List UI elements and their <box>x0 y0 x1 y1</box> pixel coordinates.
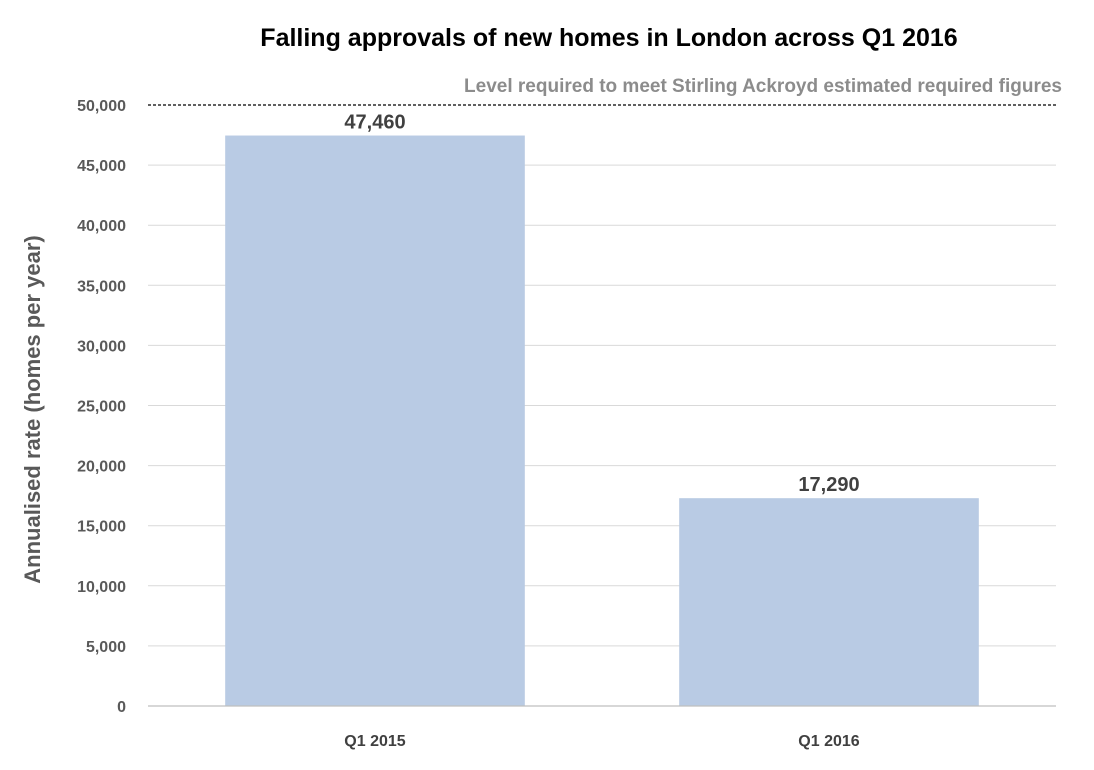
x-tick-label: Q1 2015 <box>344 733 405 750</box>
y-tick-label: 10,000 <box>77 579 126 596</box>
data-label: 17,290 <box>798 474 859 496</box>
x-tick-label: Q1 2016 <box>798 733 859 750</box>
reference-line-label: Level required to meet Stirling Ackroyd … <box>464 76 1062 97</box>
y-tick-label: 45,000 <box>77 158 126 175</box>
y-tick-label: 20,000 <box>77 459 126 476</box>
y-tick-label: 25,000 <box>77 399 126 416</box>
data-labels: 47,460 17,290 <box>344 112 859 497</box>
bar-q1-2015 <box>225 135 525 706</box>
bars <box>225 135 979 706</box>
bar-q1-2016 <box>679 498 979 706</box>
y-axis-label: Annualised rate (homes per year) <box>20 235 45 583</box>
y-tick-label: 30,000 <box>77 338 126 355</box>
y-axis-ticks: 0 5,000 10,000 15,000 20,000 25,000 30,000 35,0… <box>77 98 126 716</box>
y-tick-label: 50,000 <box>77 98 126 115</box>
x-axis-ticks: Q1 2015 Q1 2016 <box>344 733 859 750</box>
chart-title: Falling approvals of new homes in London… <box>260 24 957 52</box>
y-tick-label: 5,000 <box>86 639 126 656</box>
y-tick-label: 0 <box>117 699 126 716</box>
y-tick-label: 15,000 <box>77 519 126 536</box>
y-tick-label: 40,000 <box>77 218 126 235</box>
data-label: 47,460 <box>344 112 405 134</box>
y-tick-label: 35,000 <box>77 278 126 295</box>
